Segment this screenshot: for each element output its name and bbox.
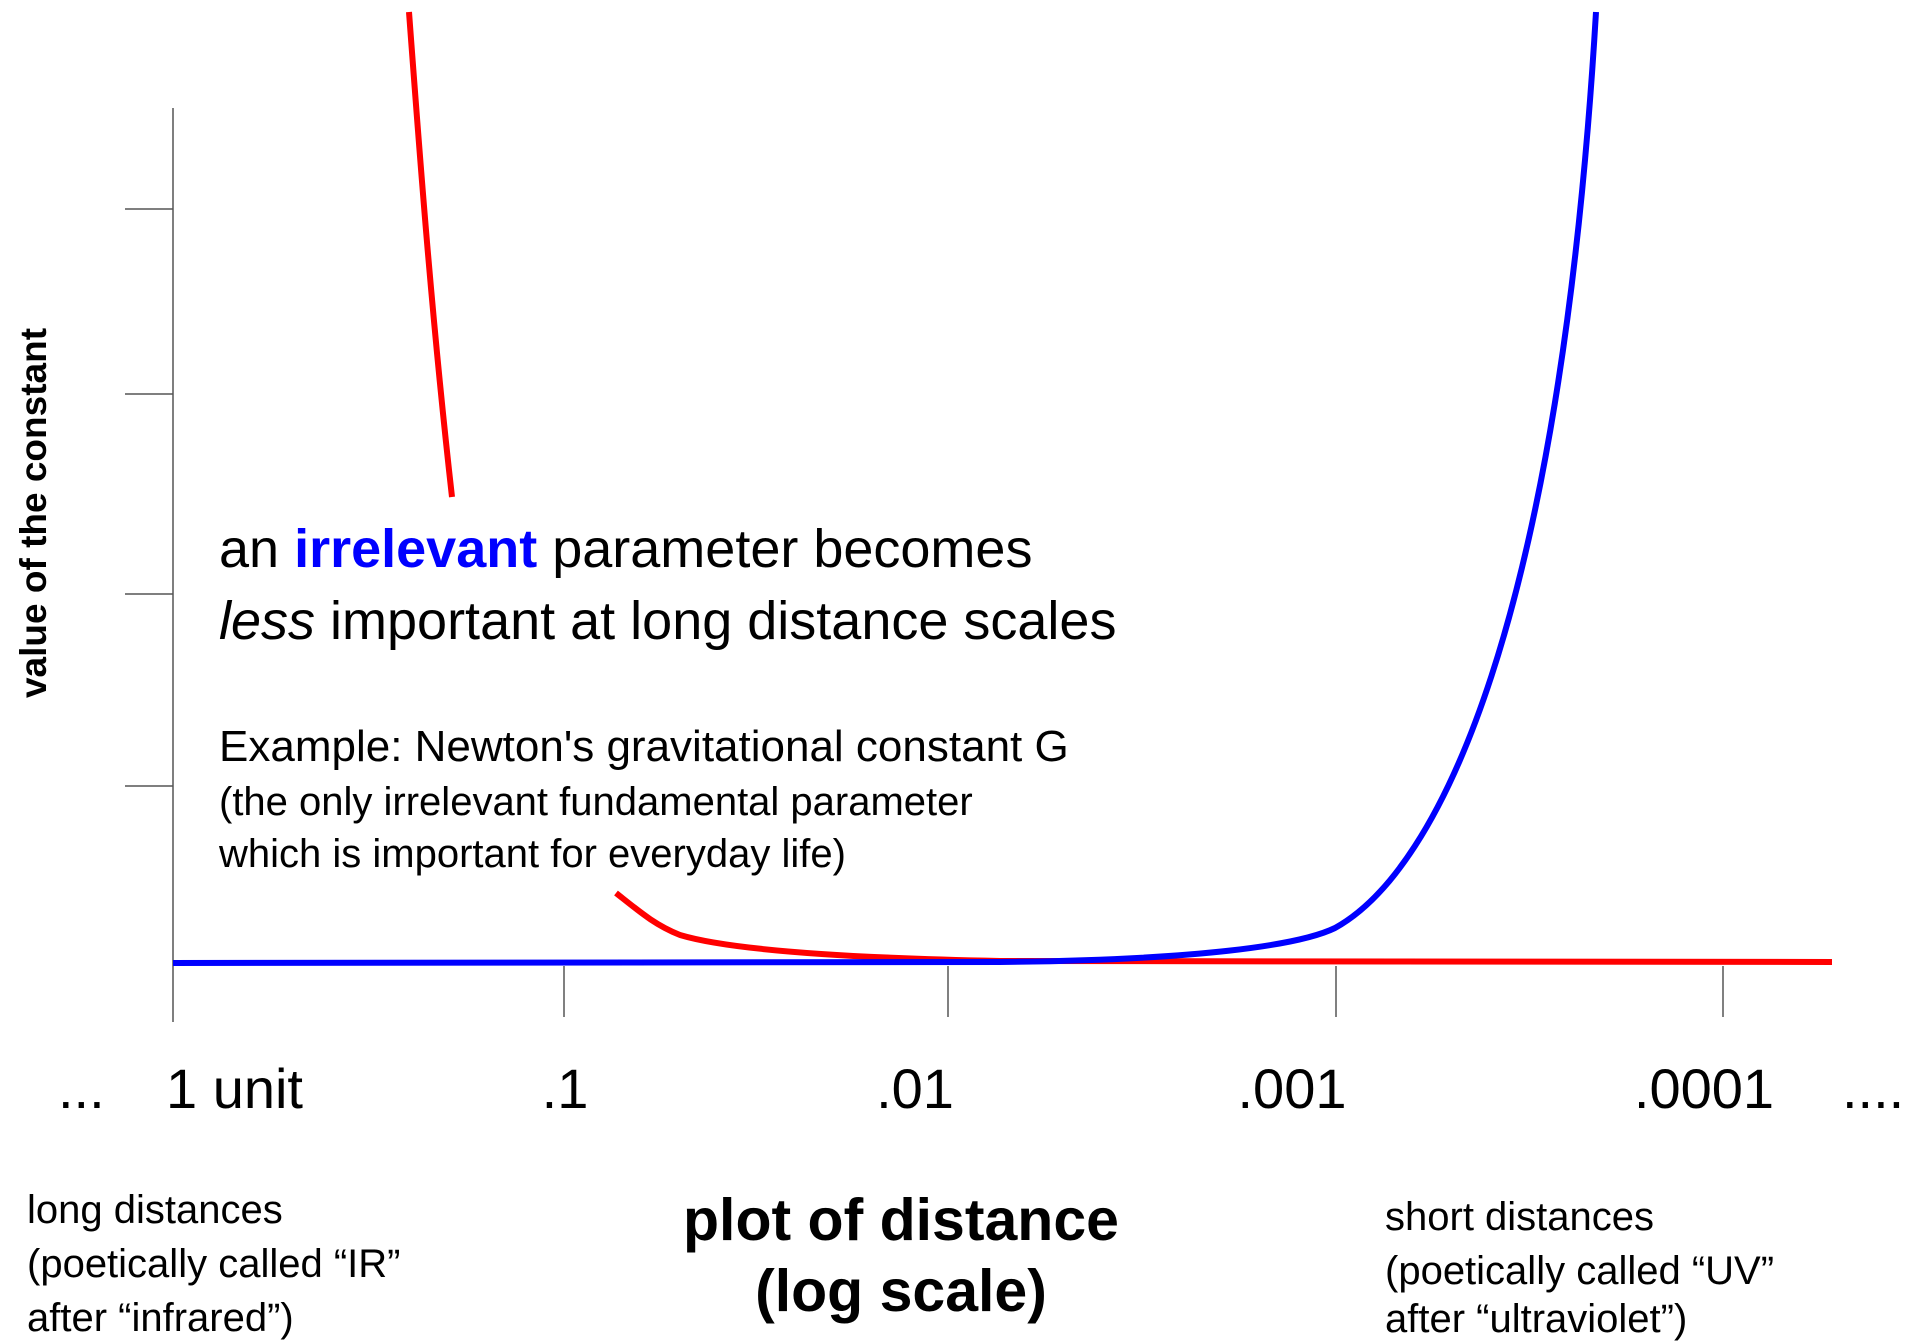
x-tick-label: .001 (1238, 1057, 1347, 1120)
relevant-curve (614, 890, 1833, 965)
example-line: which is important for everyday life) (218, 832, 846, 876)
x-tick-label: 1 unit (166, 1057, 303, 1120)
left-note: after “infrared”) (27, 1296, 294, 1340)
example-line: (the only irrelevant fundamental paramet… (219, 780, 973, 824)
headline-emphasis: less (219, 591, 315, 651)
x-tick-labels: ... 1 unit .1 .01 .001 .0001 .... (58, 1057, 1904, 1120)
y-axis-label: value of the constant (13, 328, 54, 698)
example-title: Example: Newton's gravitational constant… (219, 722, 1069, 771)
headline: an irrelevant parameter becomes (219, 519, 1032, 579)
relevant-curve-top (406, 11, 455, 498)
x-tick-label: .0001 (1634, 1057, 1774, 1120)
irrelevant-curve (172, 11, 1599, 966)
left-note: (poetically called “IR” (27, 1242, 400, 1286)
headline: less important at long distance scales (219, 591, 1116, 651)
headline-emphasis: irrelevant (294, 519, 537, 579)
x-tick-label: .01 (876, 1057, 954, 1120)
headline-text: important at long distance scales (315, 591, 1116, 651)
headline-text: parameter becomes (537, 519, 1032, 579)
right-note: after “ultraviolet”) (1385, 1297, 1687, 1341)
x-tick-label: .... (1842, 1057, 1904, 1120)
x-axis-label: plot of distance (683, 1187, 1119, 1253)
right-note: (poetically called “UV” (1385, 1249, 1774, 1293)
x-tick-label: ... (58, 1057, 105, 1120)
right-note: short distances (1385, 1195, 1654, 1239)
x-tick-label: .1 (542, 1057, 589, 1120)
headline-text: an (219, 519, 294, 579)
left-note: long distances (27, 1188, 283, 1232)
x-axis-label: (log scale) (755, 1258, 1047, 1324)
